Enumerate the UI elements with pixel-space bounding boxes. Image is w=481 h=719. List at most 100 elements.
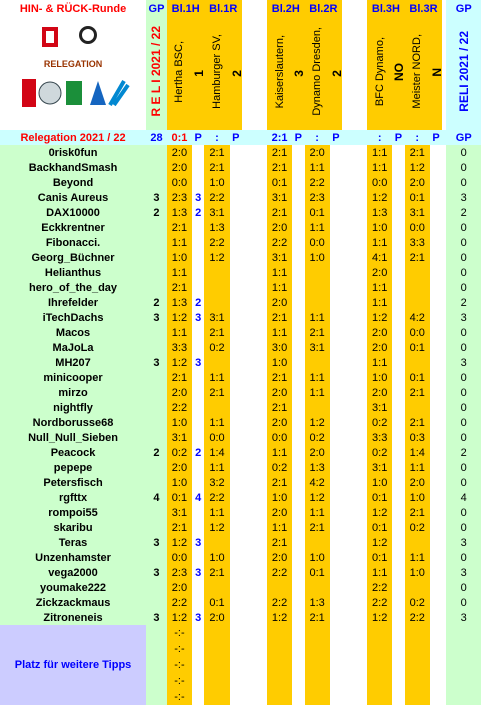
score-cell: 2:0: [367, 385, 393, 400]
score-cell: 2:1: [404, 415, 430, 430]
points-cell: [329, 580, 343, 595]
player-gp: 2: [146, 205, 167, 220]
score-cell: 1:1: [204, 370, 230, 385]
table-row: Teras 3 1:2 3 2:1 1:2 3: [0, 535, 481, 550]
points-cell: [229, 250, 243, 265]
score-cell: 2:1: [267, 310, 293, 325]
score-cell: 0:1: [304, 205, 330, 220]
points-cell: [229, 520, 243, 535]
points-cell: [292, 385, 305, 400]
points-cell: [292, 460, 305, 475]
score-cell: 0:0: [304, 235, 330, 250]
score-cell: 2:0: [367, 325, 393, 340]
score-cell: 2:2: [204, 190, 230, 205]
points-cell: [429, 460, 443, 475]
player-gp: 2: [146, 295, 167, 310]
points-cell: [329, 250, 343, 265]
points-cell: [392, 505, 405, 520]
player-name: Georg_Büchner: [0, 250, 147, 265]
player-gp-total: 3: [446, 190, 481, 205]
points-cell: [329, 160, 343, 175]
points-cell: [292, 580, 305, 595]
points-cell: [329, 145, 343, 160]
points-cell: 2: [191, 295, 205, 310]
score-cell: 2:2: [304, 175, 330, 190]
player-gp-total: 0: [446, 250, 481, 265]
player-gp: [146, 265, 167, 280]
score-cell: 2:1: [204, 385, 230, 400]
points-cell: [429, 295, 443, 310]
points-cell: [329, 235, 343, 250]
score-cell: 2:0: [304, 145, 330, 160]
score-cell: 1:0: [304, 550, 330, 565]
score-cell: 2:0: [166, 580, 192, 595]
score-cell: 1:0: [204, 175, 230, 190]
score-cell: 2:3: [166, 190, 192, 205]
points-cell: [292, 145, 305, 160]
score-cell: [404, 400, 430, 415]
points-cell: [229, 595, 243, 610]
points-cell: [229, 490, 243, 505]
player-name: Ihrefelder: [0, 295, 147, 310]
table-row: minicooper 2:1 1:1 2:1 1:1 1:0 0:1 0: [0, 370, 481, 385]
points-cell: [429, 220, 443, 235]
table-row: nightfly 2:2 2:1 3:1 0: [0, 400, 481, 415]
points-cell: [429, 310, 443, 325]
player-gp-total: 0: [446, 430, 481, 445]
player-gp: [146, 250, 167, 265]
score-cell: 2:1: [204, 565, 230, 580]
points-cell: [429, 550, 443, 565]
score-cell: 2:2: [267, 595, 293, 610]
score-cell: 2:2: [204, 235, 230, 250]
summary-label: Relegation 2021 / 22: [0, 130, 147, 145]
points-cell: [329, 370, 343, 385]
points-cell: [329, 385, 343, 400]
points-cell: [429, 385, 443, 400]
points-cell: [329, 265, 343, 280]
points-cell: [191, 505, 205, 520]
player-gp-total: 0: [446, 385, 481, 400]
points-cell: [429, 355, 443, 370]
points-cell: [429, 340, 443, 355]
points-cell: [229, 295, 243, 310]
table-row: 0risk0fun 2:0 2:1 2:1 2:0 1:1 2:1 0: [0, 145, 481, 160]
match-team: BFC Dynamo,: [373, 36, 386, 107]
score-cell: 1:1: [367, 355, 393, 370]
empty-cell: -:-: [166, 689, 192, 705]
points-cell: 3: [191, 190, 205, 205]
points-cell: [429, 505, 443, 520]
points-cell: [229, 205, 243, 220]
player-name: rgfttx: [0, 490, 147, 505]
score-cell: 3:1: [367, 460, 393, 475]
player-gp-total: 0: [446, 370, 481, 385]
player-name: Nordborusse68: [0, 415, 147, 430]
score-cell: 1:1: [367, 145, 393, 160]
score-cell: 1:1: [404, 550, 430, 565]
score-cell: 2:1: [204, 160, 230, 175]
player-gp-total: 0: [446, 400, 481, 415]
score-cell: 1:1: [204, 505, 230, 520]
points-cell: [329, 460, 343, 475]
player-gp-total: 0: [446, 460, 481, 475]
points-cell: [329, 280, 343, 295]
score-cell: 1:0: [367, 475, 393, 490]
points-cell: 2: [191, 445, 205, 460]
player-gp: 3: [146, 190, 167, 205]
points-cell: [229, 445, 243, 460]
score-cell: [404, 295, 430, 310]
score-cell: 2:1: [404, 385, 430, 400]
points-cell: [329, 610, 343, 625]
points-cell: [392, 475, 405, 490]
score-cell: 3:1: [166, 430, 192, 445]
score-cell: 2:2: [267, 235, 293, 250]
points-cell: [329, 205, 343, 220]
player-gp: [146, 520, 167, 535]
player-name: hero_of_the_day: [0, 280, 147, 295]
relegation-logo-text: RELEGATION: [43, 59, 103, 69]
player-gp-total: 2: [446, 295, 481, 310]
points-cell: [191, 220, 205, 235]
points-cell: [392, 220, 405, 235]
score-cell: 1:0: [204, 550, 230, 565]
points-cell: [229, 460, 243, 475]
